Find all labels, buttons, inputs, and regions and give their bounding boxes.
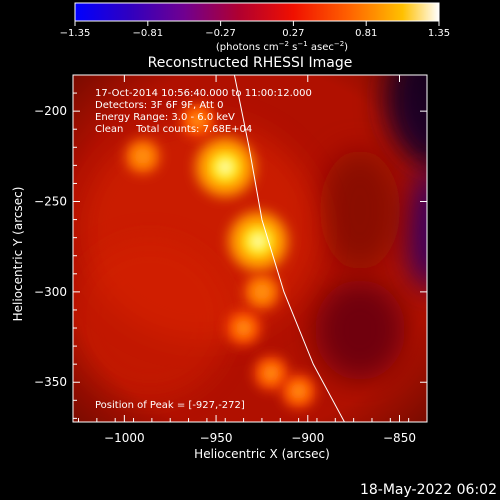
colorbar-tick-label: 1.35 <box>428 28 450 39</box>
y-tick-label: −200 <box>34 104 67 118</box>
colorbar-unit-label: (photons cm−2 s−1 asec−2) <box>216 40 348 53</box>
footer-timestamp: 18-May-2022 06:02 <box>360 482 497 498</box>
colorbar <box>74 2 440 22</box>
colorbar-tick-label: 0.27 <box>282 28 304 39</box>
plot-frame <box>72 74 428 423</box>
colorbar-tick-label: −0.81 <box>132 28 163 39</box>
heatmap-image <box>73 75 427 422</box>
time-range-text: 17-Oct-2014 10:56:40.000 to 11:00:12.000 <box>95 88 312 99</box>
colorbar-tick-label: 0.81 <box>355 28 377 39</box>
y-axis: −200 −250 −300 −350 <box>34 74 427 419</box>
peak-position-text: Position of Peak = [-927,-272] <box>95 400 245 411</box>
method-counts-text: Clean Total counts: 7.68E+04 <box>95 124 252 135</box>
chart-title: Reconstructed RHESSI Image <box>148 55 353 71</box>
colorbar-tick-label: −1.35 <box>60 28 91 39</box>
x-axis-label: Heliocentric X (arcsec) <box>194 447 330 461</box>
x-tick-label: −1000 <box>104 431 145 445</box>
x-tick-label: −950 <box>200 431 233 445</box>
detectors-text: Detectors: 3F 6F 9F, Att 0 <box>95 100 223 111</box>
y-tick-label: −350 <box>34 375 67 389</box>
colorbar-ticks: −1.35 −0.81 −0.27 0.27 0.81 1.35 <box>60 21 450 39</box>
y-tick-label: −300 <box>34 285 67 299</box>
energy-range-text: Energy Range: 3.0 - 6.0 keV <box>95 112 235 123</box>
colorbar-tick-label: −0.27 <box>205 28 236 39</box>
x-tick-label: −900 <box>291 431 324 445</box>
solar-limb-line <box>233 75 345 422</box>
y-axis-label: Heliocentric Y (arcsec) <box>11 187 25 322</box>
x-tick-label: −850 <box>383 431 416 445</box>
y-tick-label: −250 <box>34 195 67 209</box>
x-axis: −1000 −950 −900 −850 <box>78 75 416 445</box>
